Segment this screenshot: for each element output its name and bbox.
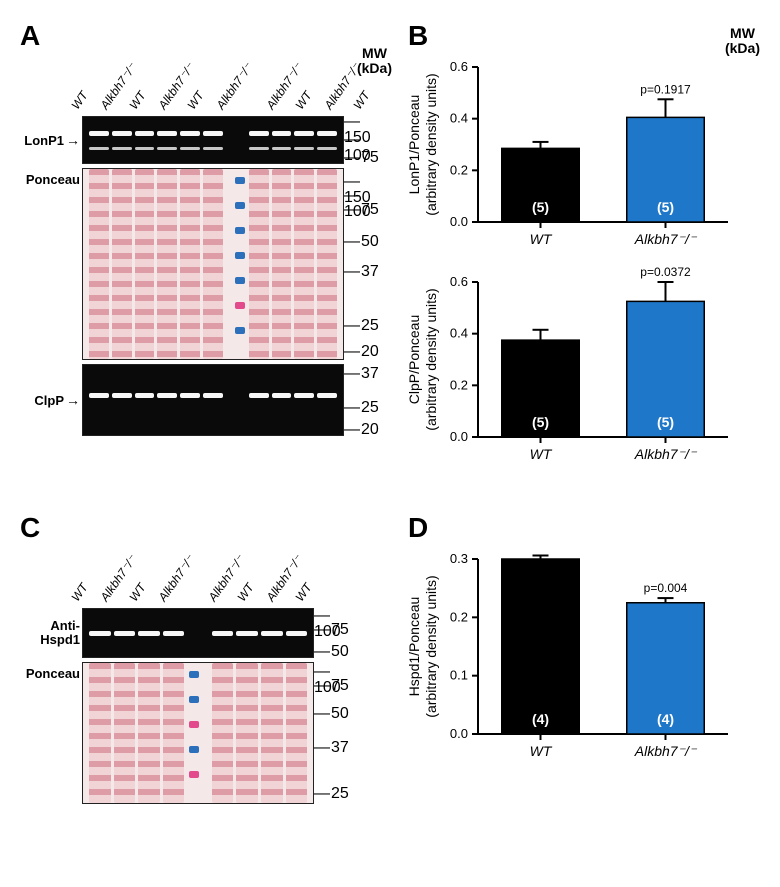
svg-text:p=0.0372: p=0.0372 (640, 267, 691, 279)
svg-text:Hspd1/Ponceau(arbitrary densit: Hspd1/Ponceau(arbitrary density units) (408, 575, 439, 717)
clpp-label: ClpP (20, 364, 82, 436)
svg-text:(5): (5) (532, 199, 549, 215)
lane-label: Alkbh7⁻/⁻ (206, 575, 232, 604)
lane-label: WT (127, 83, 153, 112)
svg-text:(5): (5) (657, 199, 674, 215)
lane-label: Alkbh7⁻/⁻ (214, 83, 240, 112)
panel-c: C MW (kDa) WTAlkbh7⁻/⁻WTAlkbh7⁻/⁻Alkbh7⁻… (20, 512, 388, 804)
ponceau-c (82, 662, 314, 804)
lane-label: WT (235, 575, 261, 604)
lane-label: WT (185, 83, 211, 112)
svg-text:Alkbh7⁻/⁻: Alkbh7⁻/⁻ (634, 743, 698, 759)
svg-text:0.6: 0.6 (450, 59, 468, 74)
svg-text:0.6: 0.6 (450, 274, 468, 289)
lane-label: WT (293, 575, 319, 604)
panel-d: D 0.0 0.1 0.2 0.3 Hspd1/Ponceau(arbitrary de… (408, 512, 760, 804)
hspd1-chart: 0.0 0.1 0.2 0.3 Hspd1/Ponceau(arbitrary dens… (408, 544, 760, 769)
svg-text:LonP1/Ponceau(arbitrary densit: LonP1/Ponceau(arbitrary density units) (408, 73, 439, 215)
panel-b-label: B (408, 20, 760, 52)
lane-labels-c: WTAlkbh7⁻/⁻WTAlkbh7⁻/⁻Alkbh7⁻/⁻WTAlkbh7⁻… (80, 544, 388, 604)
svg-text:(4): (4) (657, 711, 674, 727)
svg-text:0.2: 0.2 (450, 162, 468, 177)
svg-text:Alkbh7⁻/⁻: Alkbh7⁻/⁻ (634, 446, 698, 462)
svg-text:0.2: 0.2 (450, 377, 468, 392)
lane-label: WT (351, 83, 377, 112)
svg-text:0.4: 0.4 (450, 326, 468, 341)
svg-text:WT: WT (530, 743, 553, 759)
svg-text:0.0: 0.0 (450, 214, 468, 229)
lonp1-label: LonP1 (20, 116, 82, 164)
svg-text:(4): (4) (532, 711, 549, 727)
panel-c-label: C (20, 512, 388, 544)
panel-b: B 0.0 0.2 0.4 0.6 LonP1/Ponceau(arbitrary de… (408, 20, 760, 472)
ponceau-label-a: Ponceau (20, 168, 82, 360)
lonp1-chart: 0.0 0.2 0.4 0.6 LonP1/Ponceau(arbitrary dens… (408, 52, 760, 257)
lane-label: Alkbh7⁻/⁻ (264, 83, 290, 112)
clpp-chart: 0.0 0.2 0.4 0.6 ClpP/Ponceau(arbitrary densi… (408, 267, 760, 472)
svg-text:0.2: 0.2 (450, 609, 468, 624)
hspd1-blot (82, 608, 314, 658)
lane-label: Alkbh7⁻/⁻ (264, 575, 290, 604)
lane-label: Alkbh7⁻/⁻ (322, 83, 348, 112)
svg-text:0.0: 0.0 (450, 429, 468, 444)
svg-text:0.0: 0.0 (450, 726, 468, 741)
panel-a: A MW (kDa) WTAlkbh7⁻/⁻WTAlkbh7⁻/⁻WTAlkbh… (20, 20, 388, 472)
svg-text:WT: WT (530, 231, 553, 247)
svg-text:(5): (5) (657, 414, 674, 430)
lane-label: Alkbh7⁻/⁻ (156, 575, 182, 604)
lane-label: WT (69, 575, 95, 604)
hspd1-label: Anti- Hspd1 (20, 608, 82, 658)
svg-text:p=0.004: p=0.004 (644, 581, 688, 595)
svg-text:0.1: 0.1 (450, 668, 468, 683)
panel-d-label: D (408, 512, 760, 544)
mw-header-a: MW (kDa) (357, 46, 392, 77)
lane-label (196, 589, 206, 604)
lane-label: WT (293, 83, 319, 112)
panel-a-label: A (20, 20, 388, 52)
lane-label (254, 97, 264, 112)
ponceau-a (82, 168, 344, 360)
svg-text:0.4: 0.4 (450, 111, 468, 126)
lane-label: WT (127, 575, 153, 604)
lane-label: WT (69, 83, 95, 112)
clpp-blot (82, 364, 344, 436)
svg-text:Alkbh7⁻/⁻: Alkbh7⁻/⁻ (634, 231, 698, 247)
svg-text:p=0.1917: p=0.1917 (640, 82, 691, 96)
svg-text:ClpP/Ponceau(arbitrary density: ClpP/Ponceau(arbitrary density units) (408, 288, 439, 430)
mw-header-c: MW (kDa) (725, 26, 760, 57)
lane-label: Alkbh7⁻/⁻ (98, 83, 124, 112)
svg-text:(5): (5) (532, 414, 549, 430)
svg-text:WT: WT (530, 446, 553, 462)
svg-text:0.3: 0.3 (450, 551, 468, 566)
ponceau-label-c: Ponceau (20, 662, 82, 804)
lane-label: Alkbh7⁻/⁻ (156, 83, 182, 112)
lane-label: Alkbh7⁻/⁻ (98, 575, 124, 604)
lane-labels-a: WTAlkbh7⁻/⁻WTAlkbh7⁻/⁻WTAlkbh7⁻/⁻Alkbh7⁻… (80, 52, 388, 112)
lonp1-blot (82, 116, 344, 164)
